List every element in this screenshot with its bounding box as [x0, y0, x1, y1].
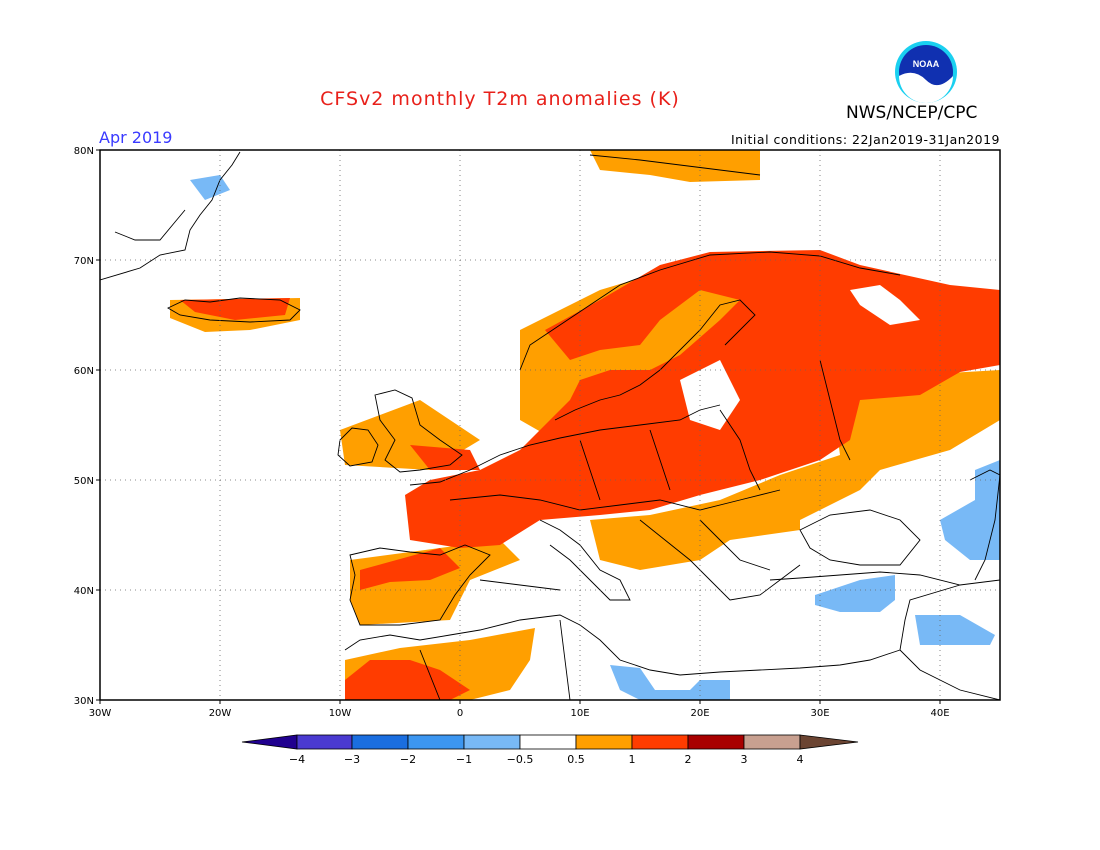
colorbar-tick: 4	[797, 753, 804, 766]
colorbar-tick: −3	[344, 753, 360, 766]
colorbar-bin-minus1-minus05	[463, 734, 521, 750]
lon-label-10w: 10W	[329, 708, 352, 719]
colorbar-tick: −4	[289, 753, 305, 766]
colorbar-bin-lt-minus4	[241, 734, 298, 750]
colorbar-tick: −0.5	[507, 753, 534, 766]
colorbar-tick: 3	[741, 753, 748, 766]
chart-title: CFSv2 monthly T2m anomalies (K)	[320, 88, 680, 110]
lon-label-40e: 40E	[930, 708, 949, 719]
map-frame	[99, 149, 1001, 701]
colorbar-tick: 1	[629, 753, 636, 766]
colorbar-bin-minus2-minus1	[407, 734, 465, 750]
lon-label-20e: 20E	[690, 708, 709, 719]
colorbar-bin-gt4	[799, 734, 859, 750]
axis-ticks	[96, 149, 941, 704]
lon-label-30e: 30E	[810, 708, 829, 719]
colorbar-tick: −2	[400, 753, 416, 766]
lat-label-60n: 60N	[74, 366, 94, 377]
lon-label-20w: 20W	[209, 708, 232, 719]
target-month: Apr 2019	[99, 128, 173, 147]
colorbar-bin-minus3-minus2	[351, 734, 409, 750]
anomaly-minus1-minus05-region	[190, 175, 1000, 700]
lat-label-40n: 40N	[74, 586, 94, 597]
logo-text: NOAA	[913, 59, 940, 69]
noaa-logo: NOAA	[895, 41, 957, 103]
colorbar-bin-1-2	[631, 734, 689, 750]
colorbar-tick: 2	[685, 753, 692, 766]
colorbar-bin-minus4-minus3	[296, 734, 353, 750]
lat-label-70n: 70N	[74, 256, 94, 267]
agency-label: NWS/NCEP/CPC	[846, 103, 978, 123]
colorbar-bin-2-3	[687, 734, 745, 750]
colorbar-bin-3-4	[743, 734, 801, 750]
colorbar-tick: 0.5	[567, 753, 585, 766]
lat-label-50n: 50N	[74, 476, 94, 487]
anomaly-map: 80N 70N 60N 50N 40N 30N 30W 20W 10W 0 10…	[74, 146, 1001, 719]
lon-label-10e: 10E	[570, 708, 589, 719]
colorbar-tick: −1	[456, 753, 472, 766]
coastlines	[100, 151, 1000, 700]
graticule	[100, 150, 1000, 700]
colorbar-bin-05-1	[575, 734, 633, 750]
lat-label-30n: 30N	[74, 696, 94, 707]
lon-label-0: 0	[457, 708, 463, 719]
lat-label-80n: 80N	[74, 146, 94, 157]
initial-conditions: Initial conditions: 22Jan2019-31Jan2019	[730, 132, 1000, 147]
lon-label-30w: 30W	[89, 708, 112, 719]
colorbar-bin-neutral	[519, 734, 577, 750]
